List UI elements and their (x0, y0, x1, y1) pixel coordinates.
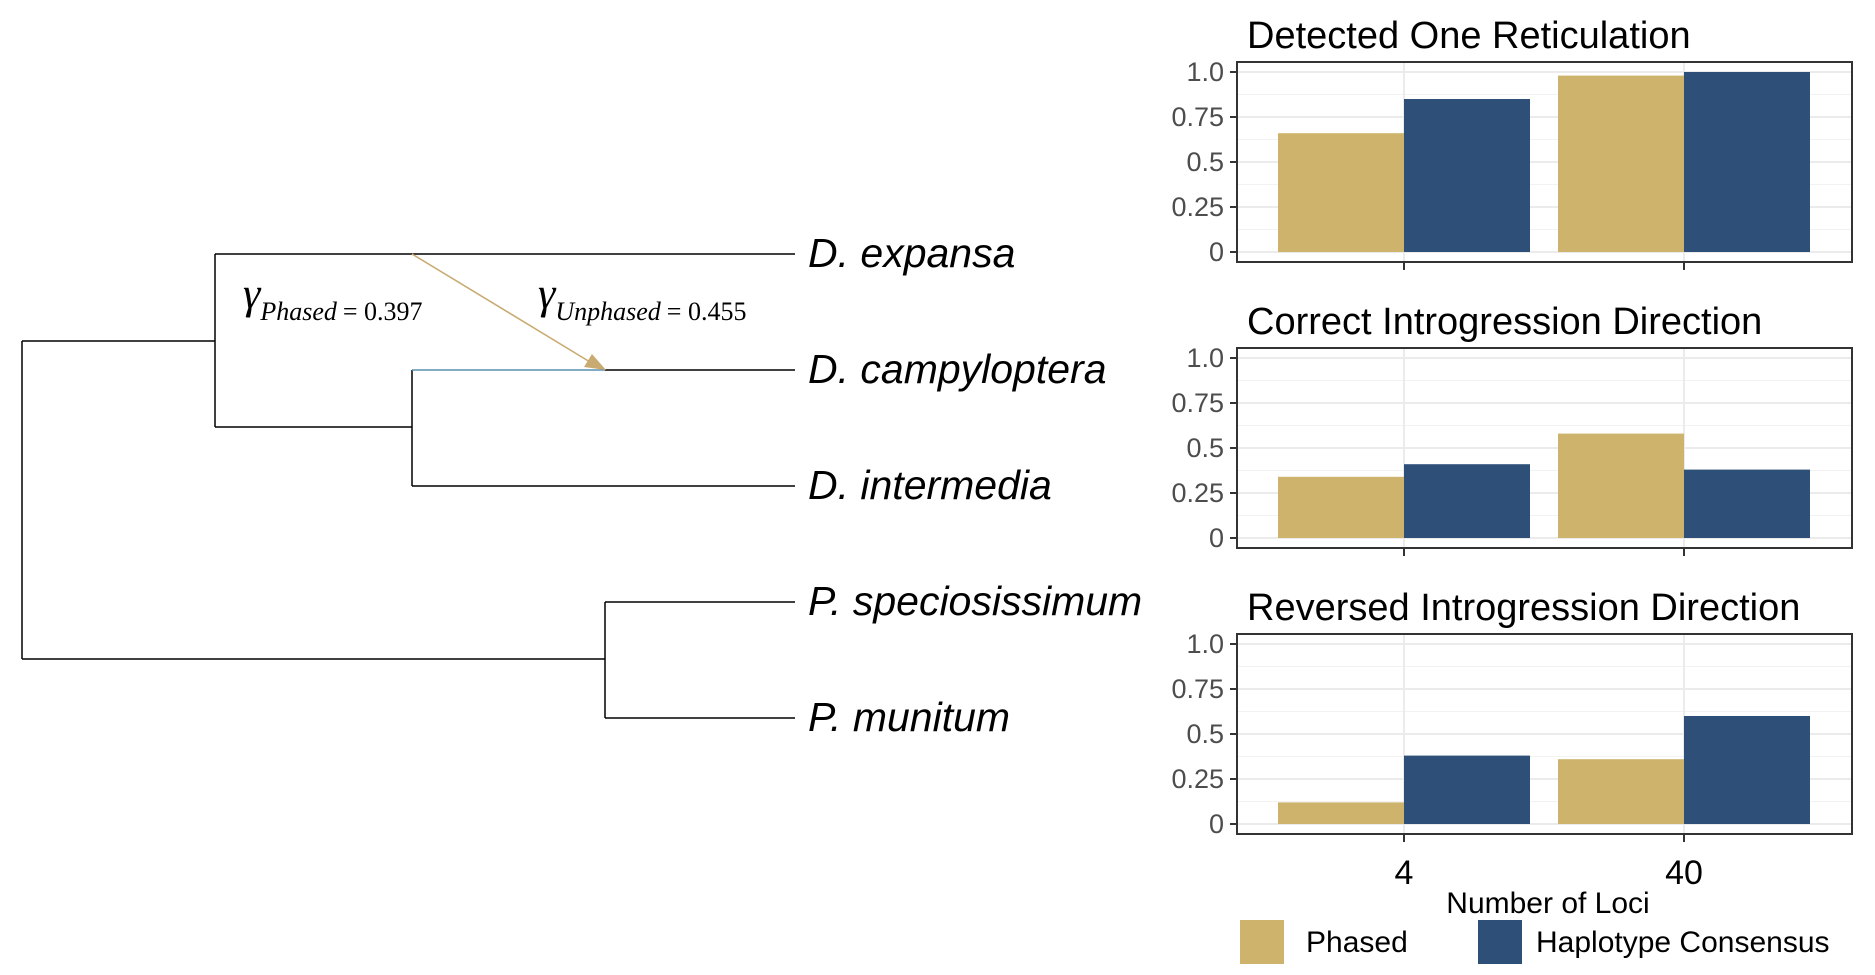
x-tick-label-40: 40 (1665, 854, 1703, 892)
taxon-label-p-speciosissimum: P. speciosissimum (808, 578, 1142, 624)
bar-haplotype-consensus-4 (1404, 464, 1530, 538)
y-tick-label: 0.75 (1171, 674, 1224, 704)
taxon-label-d-intermedia: D. intermedia (808, 462, 1052, 508)
chart-panel-reversed-introgression-direction: Reversed Introgression Direction 0 0.25 0.5… (1171, 587, 1853, 892)
chart-title: Correct Introgression Direction (1247, 301, 1762, 343)
x-axis-title: Number of Loci (1446, 887, 1649, 920)
legend: Phased Haplotype Consensus (1240, 920, 1830, 964)
y-tick-label: 0.5 (1186, 433, 1224, 463)
y-tick-label: 0.5 (1186, 719, 1224, 749)
taxon-label-p-munitum: P. munitum (808, 694, 1010, 740)
y-tick-label: 0.25 (1171, 764, 1224, 794)
chart-panel-detected-one-reticulation: Detected One Reticulation 0 0.25 0.5 0.75 1.0 (1171, 15, 1853, 270)
reticulation-arrowhead (584, 354, 606, 370)
phylogenetic-tree: γPhased = 0.397 γUnphased = 0.455 D. expan… (21, 230, 1142, 740)
chart-title: Detected One Reticulation (1247, 15, 1691, 57)
bar-chart-panels: Detected One Reticulation 0 0.25 0.5 0.75 1.0… (1171, 15, 1853, 892)
legend-swatch-haplotype-consensus (1478, 920, 1522, 964)
y-tick-label: 1.0 (1186, 57, 1224, 87)
reticulation-arrow-line (411, 253, 591, 363)
y-tick-label: 0.25 (1171, 192, 1224, 222)
reticulation-arrow (411, 253, 606, 370)
chart-title: Reversed Introgression Direction (1247, 587, 1800, 629)
chart-panel-correct-introgression-direction: Correct Introgression Direction 0 0.25 0.5 0… (1171, 301, 1853, 556)
y-tick-label: 0.5 (1186, 147, 1224, 177)
bar-haplotype-consensus-40 (1684, 469, 1810, 538)
gamma-phased-label: γPhased = 0.397 (243, 269, 423, 326)
taxon-label-d-campyloptera: D. campyloptera (808, 346, 1107, 392)
y-tick-label: 0.75 (1171, 388, 1224, 418)
x-tick-label-4: 4 (1395, 854, 1414, 892)
y-tick-label: 0.25 (1171, 478, 1224, 508)
y-tick-label: 0 (1209, 523, 1224, 553)
y-tick-label: 0 (1209, 809, 1224, 839)
bar-haplotype-consensus-4 (1404, 99, 1530, 252)
bar-phased-40 (1558, 433, 1684, 538)
bar-phased-4 (1278, 476, 1404, 538)
y-tick-label: 0 (1209, 237, 1224, 267)
bar-phased-40 (1558, 75, 1684, 252)
plot-border (1236, 633, 1853, 835)
legend-label-haplotype-consensus: Haplotype Consensus (1536, 926, 1830, 959)
bar-phased-4 (1278, 133, 1404, 252)
plot-border (1236, 347, 1853, 549)
gamma-unphased-label: γUnphased = 0.455 (538, 269, 746, 326)
y-tick-label: 1.0 (1186, 343, 1224, 373)
legend-label-phased: Phased (1306, 926, 1408, 959)
bar-phased-4 (1278, 802, 1404, 824)
bar-haplotype-consensus-40 (1684, 72, 1810, 252)
legend-swatch-phased (1240, 920, 1284, 964)
y-tick-label: 0.75 (1171, 102, 1224, 132)
taxon-label-d-expansa: D. expansa (808, 230, 1015, 276)
bar-phased-40 (1558, 759, 1684, 824)
tree-branches (21, 253, 795, 719)
plot-border (1236, 61, 1853, 263)
bar-haplotype-consensus-40 (1684, 716, 1810, 824)
y-tick-label: 1.0 (1186, 629, 1224, 659)
bar-haplotype-consensus-4 (1404, 755, 1530, 824)
